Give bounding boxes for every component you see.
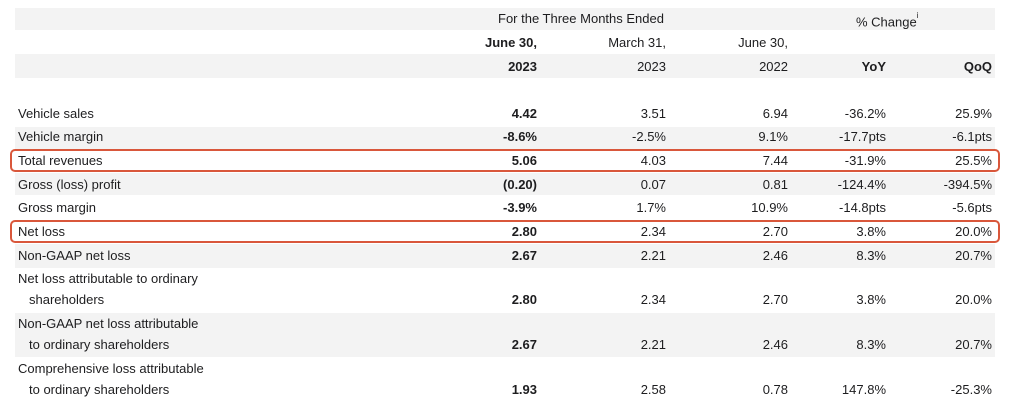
col-date-mar23: March 31, (608, 35, 666, 50)
cell-yoy: 147.8% (841, 382, 886, 397)
cell-jun22: 0.81 (762, 177, 788, 192)
cell-mar23: 2.58 (640, 382, 666, 397)
cell-mar23: 1.7% (636, 200, 666, 215)
row-band (15, 244, 995, 268)
cell-jun23: 2.80 (511, 292, 537, 307)
cell-mar23: 2.34 (640, 292, 666, 307)
cell-qoq: 20.7% (955, 248, 992, 263)
cell-qoq: 20.0% (955, 292, 992, 307)
cell-yoy: 3.8% (856, 224, 886, 239)
cell-yoy: -31.9% (844, 153, 886, 168)
cell-jun22: 9.1% (758, 129, 788, 144)
footnote-marker: i (916, 11, 919, 20)
cell-jun22: 0.78 (762, 382, 788, 397)
row-label-line1: Comprehensive loss attributable (18, 361, 204, 376)
cell-qoq: -394.5% (943, 177, 992, 192)
cell-jun23: 1.93 (511, 382, 537, 397)
cell-jun22: 2.70 (762, 292, 788, 307)
cell-qoq: -5.6pts (952, 200, 992, 215)
row-label: Net loss (18, 224, 65, 239)
cell-qoq: 20.7% (955, 337, 992, 352)
cell-jun22: 2.46 (762, 337, 788, 352)
highlight-total-revenues (10, 149, 1000, 172)
row-label-line1: Net loss attributable to ordinary (18, 271, 198, 286)
cell-jun23: -8.6% (503, 129, 537, 144)
cell-yoy: 3.8% (856, 292, 886, 307)
cell-qoq: 25.5% (955, 153, 992, 168)
cell-mar23: 2.21 (640, 248, 666, 263)
cell-yoy: -124.4% (837, 177, 886, 192)
cell-jun22: 7.44 (762, 153, 788, 168)
cell-qoq: 20.0% (955, 224, 992, 239)
row-label-line2: shareholders (29, 292, 105, 307)
row-label-line2: to ordinary shareholders (29, 337, 170, 352)
change-title: % Changei (856, 11, 919, 30)
cell-yoy: 8.3% (856, 337, 886, 352)
col-date-jun22: June 30, (738, 35, 788, 50)
cell-mar23: 3.51 (640, 106, 666, 121)
row-label-line2: to ordinary shareholders (29, 382, 170, 397)
cell-jun23: 5.06 (511, 153, 537, 168)
row-band (15, 173, 995, 195)
cell-mar23: 2.34 (640, 224, 666, 239)
cell-mar23: 0.07 (640, 177, 666, 192)
cell-jun23: -3.9% (503, 200, 537, 215)
cell-mar23: 4.03 (640, 153, 666, 168)
cell-jun23: 4.42 (511, 106, 537, 121)
row-label: Gross (loss) profit (18, 177, 121, 192)
cell-jun22: 6.94 (762, 106, 788, 121)
header-band (15, 8, 995, 30)
cell-yoy: -14.8pts (839, 200, 886, 215)
cell-jun22: 10.9% (751, 200, 788, 215)
cell-jun23: 2.67 (511, 337, 537, 352)
row-label-line1: Non-GAAP net loss attributable (18, 316, 199, 331)
cell-jun23: 2.80 (511, 224, 537, 239)
row-band (15, 127, 995, 149)
cell-mar23: 2.21 (640, 337, 666, 352)
row-label: Vehicle sales (18, 106, 94, 121)
cell-yoy: -17.7pts (839, 129, 886, 144)
row-label: Gross margin (18, 200, 97, 215)
row-band (15, 313, 995, 357)
header-band (15, 54, 995, 78)
col-yoy: YoY (861, 59, 886, 74)
cell-yoy: 8.3% (856, 248, 886, 263)
cell-jun22: 2.70 (762, 224, 788, 239)
cell-yoy: -36.2% (844, 106, 886, 121)
col-date-jun23: June 30, (484, 35, 537, 50)
cell-qoq: -6.1pts (952, 129, 992, 144)
cell-jun23: (0.20) (503, 177, 537, 192)
cell-qoq: -25.3% (950, 382, 992, 397)
row-label: Non-GAAP net loss (18, 248, 131, 263)
cell-mar23: -2.5% (632, 129, 666, 144)
col-qoq: QoQ (963, 59, 992, 74)
period-title: For the Three Months Ended (498, 11, 664, 26)
highlight-net-loss (10, 220, 1000, 243)
row-label: Vehicle margin (18, 129, 104, 144)
col-year-jun23: 2023 (508, 59, 537, 74)
cell-jun22: 2.46 (762, 248, 788, 263)
col-year-jun22: 2022 (759, 59, 788, 74)
cell-qoq: 25.9% (955, 106, 992, 121)
cell-jun23: 2.67 (511, 248, 537, 263)
row-label: Total revenues (18, 153, 103, 168)
col-year-mar23: 2023 (637, 59, 666, 74)
